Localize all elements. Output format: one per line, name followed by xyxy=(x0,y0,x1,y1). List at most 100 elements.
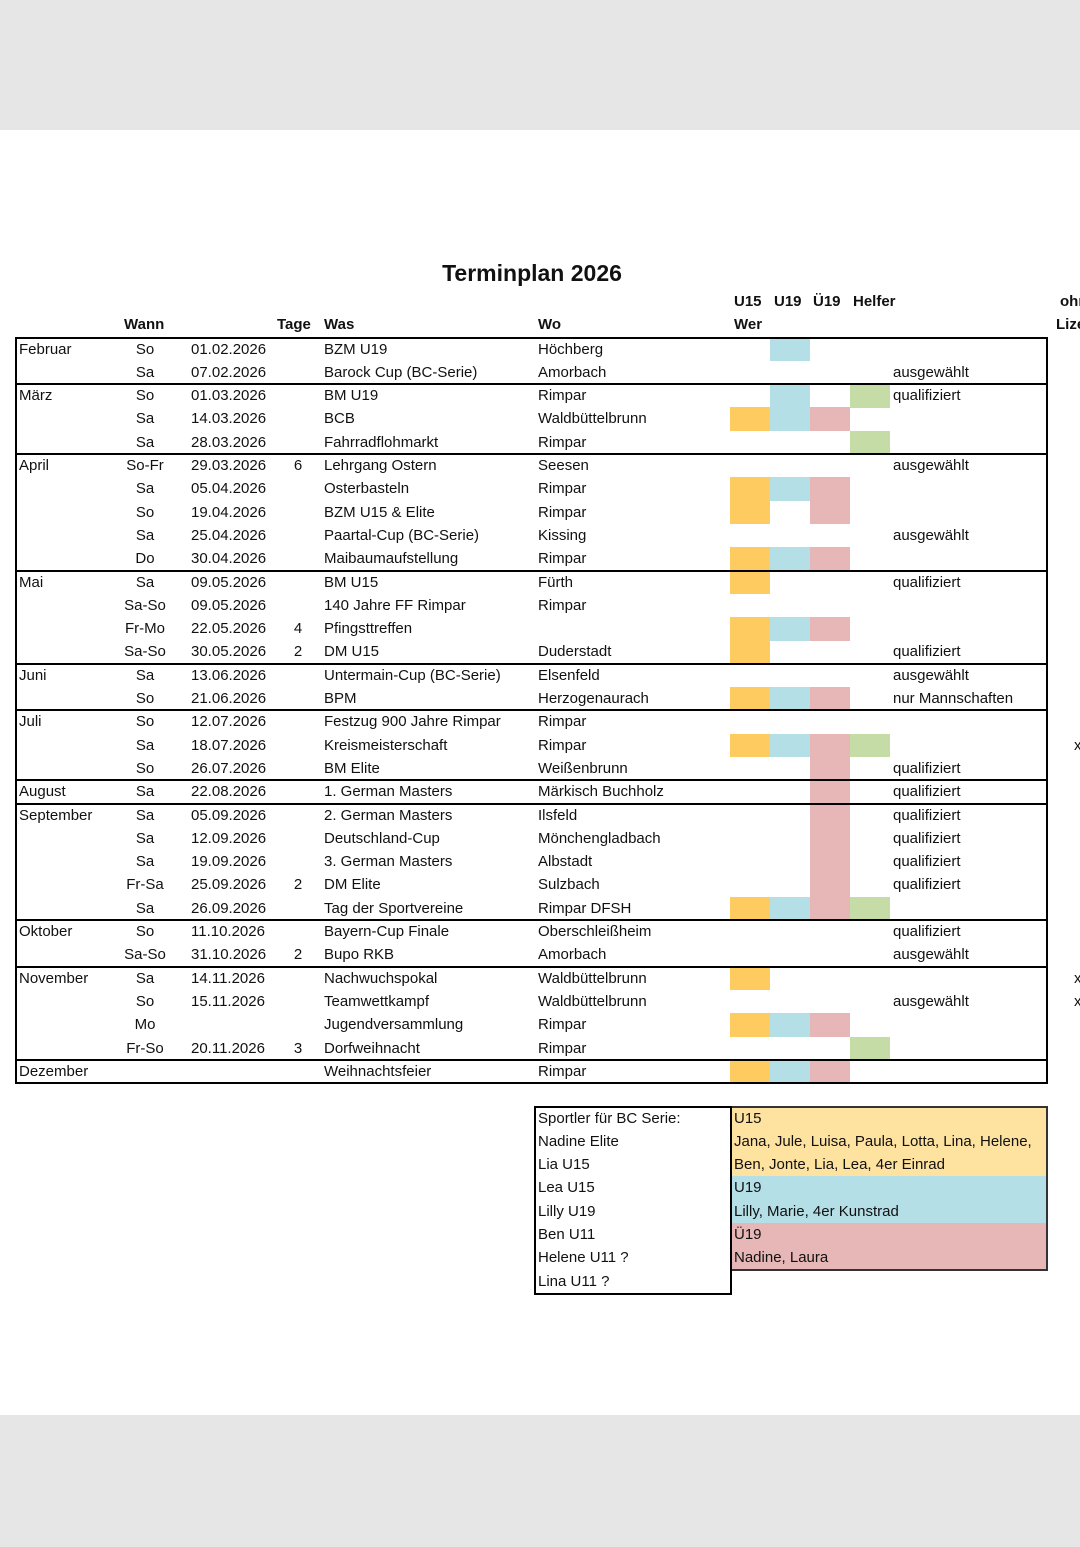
color-cell xyxy=(810,873,850,898)
group-header: U15 xyxy=(734,293,762,310)
column-header: Lizenz xyxy=(1056,316,1080,333)
color-cell xyxy=(770,1059,810,1084)
group-line xyxy=(15,802,1048,805)
legend-athlete: Sportler für BC Serie: xyxy=(538,1109,681,1127)
event: Bayern-Cup Finale xyxy=(324,923,450,940)
color-cell xyxy=(810,407,850,432)
date: 26.07.2026 xyxy=(191,759,267,777)
location: Waldbüttelbrunn xyxy=(538,969,647,987)
event: DM U15 xyxy=(324,643,380,661)
color-cell xyxy=(770,337,810,362)
legend-fill xyxy=(731,1223,1047,1247)
event: BM Elite xyxy=(324,759,380,777)
day: Sa xyxy=(135,573,155,591)
location: Seesen xyxy=(538,457,589,474)
note: qualifiziert xyxy=(893,387,961,405)
location: Sulzbach xyxy=(538,876,600,894)
day: Sa xyxy=(135,410,155,428)
note: qualifiziert xyxy=(893,829,961,847)
color-cell xyxy=(730,477,770,502)
color-cell xyxy=(810,477,850,502)
location: Fürth xyxy=(538,573,574,591)
group-line xyxy=(15,919,1048,921)
date: 12.07.2026 xyxy=(191,713,267,731)
color-cell xyxy=(850,384,890,408)
day: Sa xyxy=(135,526,155,544)
event: 3. German Masters xyxy=(324,853,453,871)
date: 09.05.2026 xyxy=(191,596,267,614)
location: Kissing xyxy=(538,526,587,544)
legend-athlete: Lina U11 ? xyxy=(538,1272,610,1290)
day: Sa xyxy=(135,736,155,754)
color-cell xyxy=(810,1059,850,1084)
location: Höchberg xyxy=(538,340,604,358)
color-cell xyxy=(730,966,770,991)
column-header: Wer xyxy=(734,316,763,333)
location: Rimpar xyxy=(538,1039,587,1057)
group-header: Ü19 xyxy=(813,293,841,310)
location: Rimpar xyxy=(538,480,587,498)
day: Sa-So xyxy=(124,596,166,614)
event: Tag der Sportvereine xyxy=(324,899,464,917)
day: So xyxy=(135,503,155,521)
color-cell xyxy=(810,896,850,921)
legend-group-text: U19 xyxy=(734,1179,762,1197)
color-cell xyxy=(810,1013,850,1037)
date: 30.04.2026 xyxy=(191,550,267,568)
date: 25.04.2026 xyxy=(191,526,267,544)
legend-fill xyxy=(731,1199,1047,1224)
group-line xyxy=(15,779,1048,782)
date: 14.11.2026 xyxy=(191,969,265,987)
location: Waldbüttelbrunn xyxy=(538,992,647,1010)
date: 09.05.2026 xyxy=(191,573,267,591)
group-line xyxy=(15,383,1048,386)
color-cell xyxy=(810,756,850,781)
date: 29.03.2026 xyxy=(191,457,267,474)
color-cell xyxy=(770,477,810,502)
note: qualifiziert xyxy=(893,853,961,871)
color-cell xyxy=(730,547,770,571)
color-cell xyxy=(730,1013,770,1037)
days-count: 2 xyxy=(293,643,303,661)
note: qualifiziert xyxy=(893,783,961,801)
event: BCB xyxy=(324,410,355,428)
group-header: U19 xyxy=(774,293,802,310)
legend-athlete: Lea U15 xyxy=(538,1179,595,1197)
group-line xyxy=(15,662,1048,665)
date: 19.04.2026 xyxy=(191,503,267,521)
event: Festzug 900 Jahre Rimpar xyxy=(324,713,501,731)
color-cell xyxy=(810,617,850,641)
location: Duderstadt xyxy=(538,643,612,661)
date: 31.10.2026 xyxy=(191,946,267,964)
location: Albstadt xyxy=(538,853,593,871)
color-cell xyxy=(810,733,850,758)
legend-group-text: Ben, Jonte, Lia, Lea, 4er Einrad xyxy=(734,1156,945,1174)
day: Sa xyxy=(135,969,155,987)
day: Sa xyxy=(135,480,155,498)
location: Oberschleißheim xyxy=(538,923,652,940)
color-cell xyxy=(770,547,810,571)
color-cell xyxy=(770,733,810,758)
event: BPM xyxy=(324,690,357,707)
date: 12.09.2026 xyxy=(191,829,267,847)
event: 1. German Masters xyxy=(324,783,453,801)
day: So xyxy=(135,923,155,940)
day: Sa-So xyxy=(124,643,166,661)
legend-fill xyxy=(731,1153,1047,1177)
event: Lehrgang Ostern xyxy=(324,457,437,474)
day: So xyxy=(135,690,155,707)
event: Weihnachtsfeier xyxy=(324,1062,432,1080)
day: So-Fr xyxy=(126,457,164,474)
date: 30.05.2026 xyxy=(191,643,267,661)
color-cell xyxy=(810,826,850,851)
note: qualifiziert xyxy=(893,806,961,824)
note: ausgewählt xyxy=(893,363,969,381)
note: qualifiziert xyxy=(893,876,961,894)
date: 20.11.2026 xyxy=(191,1039,265,1057)
legend-fill xyxy=(731,1129,1047,1154)
note: ausgewählt xyxy=(893,946,969,964)
column-header: Wo xyxy=(538,316,562,333)
column-header: Tage xyxy=(277,316,311,333)
event: Deutschland-Cup xyxy=(324,829,440,847)
color-cell xyxy=(810,500,850,525)
